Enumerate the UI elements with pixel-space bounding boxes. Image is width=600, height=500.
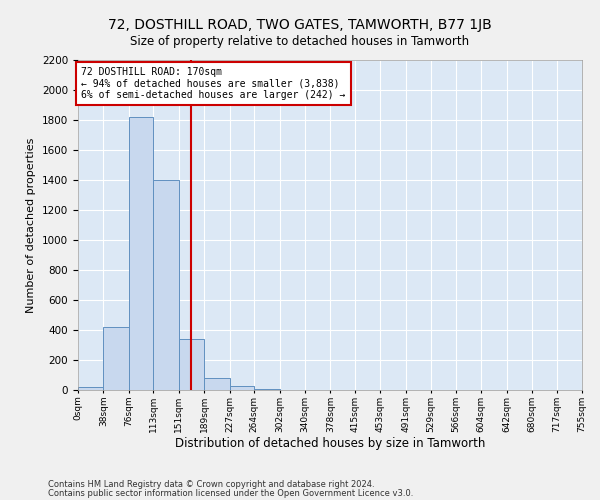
- Bar: [129, 117, 154, 390]
- Text: Size of property relative to detached houses in Tamworth: Size of property relative to detached ho…: [130, 35, 470, 48]
- Bar: [204, 378, 230, 390]
- Text: Contains public sector information licensed under the Open Government Licence v3: Contains public sector information licen…: [48, 489, 413, 498]
- Bar: [103, 327, 129, 390]
- Y-axis label: Number of detached properties: Number of detached properties: [26, 138, 37, 312]
- Text: 72, DOSTHILL ROAD, TWO GATES, TAMWORTH, B77 1JB: 72, DOSTHILL ROAD, TWO GATES, TAMWORTH, …: [108, 18, 492, 32]
- Text: 72 DOSTHILL ROAD: 170sqm
← 94% of detached houses are smaller (3,838)
6% of semi: 72 DOSTHILL ROAD: 170sqm ← 94% of detach…: [82, 66, 346, 100]
- Bar: [230, 386, 254, 390]
- Bar: [254, 388, 280, 390]
- Text: Contains HM Land Registry data © Crown copyright and database right 2024.: Contains HM Land Registry data © Crown c…: [48, 480, 374, 489]
- Bar: [179, 339, 204, 390]
- Bar: [78, 387, 103, 390]
- Bar: [154, 180, 179, 390]
- X-axis label: Distribution of detached houses by size in Tamworth: Distribution of detached houses by size …: [175, 438, 485, 450]
